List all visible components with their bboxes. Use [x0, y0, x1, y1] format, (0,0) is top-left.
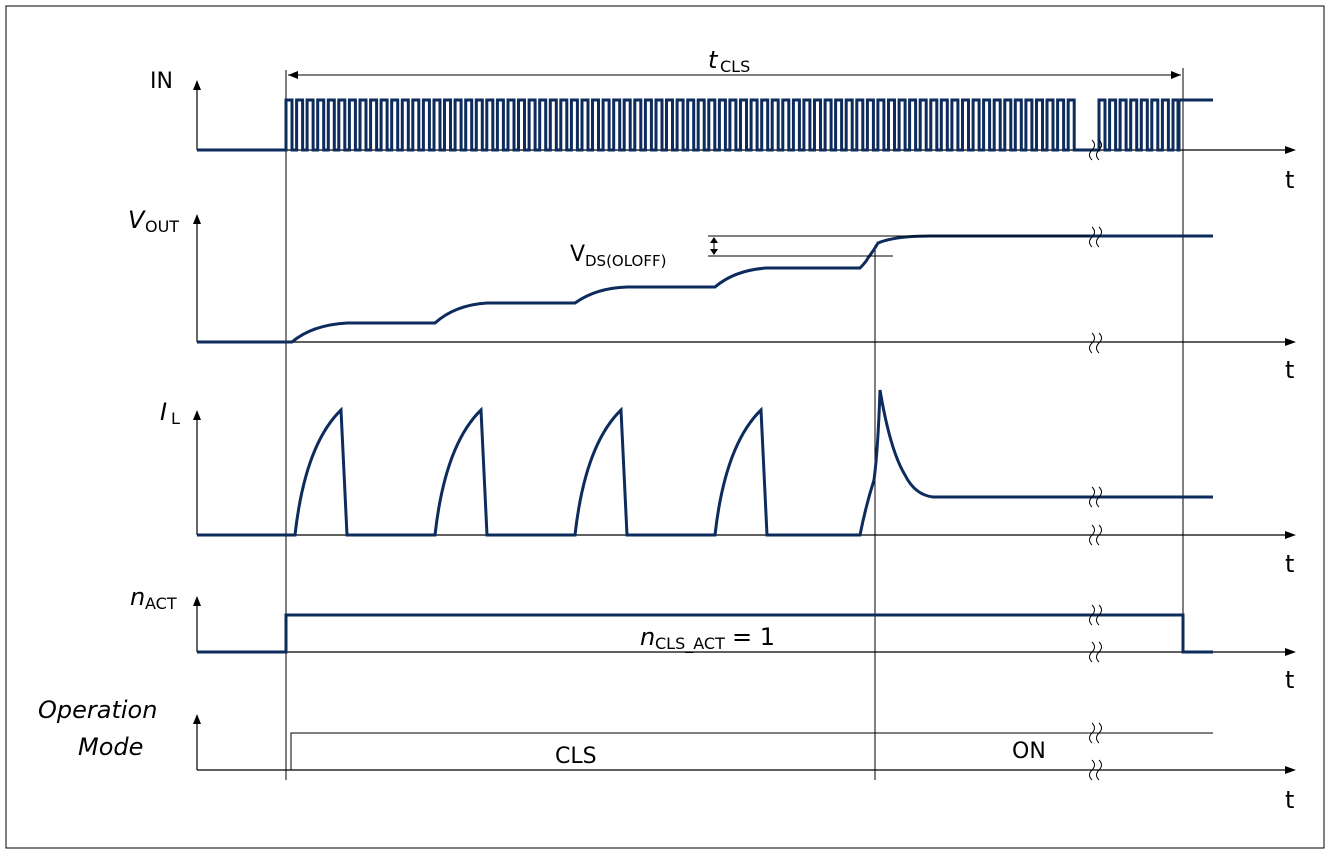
nact-label-sub: ACT — [145, 594, 177, 613]
arrow-icon — [288, 71, 298, 79]
arrow-icon — [1285, 338, 1296, 346]
diagram-frame — [5, 5, 1325, 849]
arrow-icon — [1285, 766, 1296, 774]
nact-signal-waveform — [197, 613, 1213, 654]
axis-break-icon — [1089, 486, 1102, 546]
vds-oloff-annotation: V DS(OLOFF) — [570, 235, 1090, 270]
ncls-label: n — [640, 623, 655, 651]
tcls-dimension: t CLS — [288, 46, 1181, 79]
opmode-time-label: t — [1285, 786, 1294, 814]
nact-label: n — [130, 583, 145, 611]
in-time-label: t — [1285, 166, 1294, 194]
axis-break-icon — [1089, 139, 1102, 161]
mode-cls-label: CLS — [555, 744, 597, 769]
vds-label: V — [570, 242, 585, 267]
tcls-label-sub: CLS — [720, 57, 750, 76]
vout-label-sub: OUT — [145, 217, 179, 236]
row-nact: n ACT t n CLS_ACT = 1 — [130, 583, 1296, 694]
il-label: I — [160, 398, 167, 426]
axis-break-icon — [1089, 722, 1102, 781]
arrow-icon — [1171, 71, 1181, 79]
vout-label: V — [128, 206, 146, 234]
arrow-icon — [710, 249, 718, 255]
row-operation-mode: Operation Mode t CLS ON — [38, 696, 1296, 814]
arrow-icon — [193, 214, 201, 224]
nact-time-label: t — [1285, 666, 1294, 694]
il-label-sub: L — [171, 409, 180, 428]
opmode-label-line1: Operation — [38, 696, 157, 724]
arrow-icon — [1285, 648, 1296, 656]
opmode-label-line2: Mode — [78, 733, 143, 761]
arrow-icon — [193, 410, 201, 420]
ncls-act-annotation: n CLS_ACT = 1 — [640, 623, 775, 654]
opmode-cls-box — [290, 732, 876, 770]
vout-signal-waveform — [197, 234, 1213, 344]
arrow-icon — [1285, 531, 1296, 539]
in-signal-waveform — [197, 98, 1213, 152]
axis-break-icon — [1089, 604, 1102, 663]
row-in: IN t — [150, 69, 1296, 194]
in-label: IN — [150, 69, 173, 94]
il-signal-waveform — [197, 389, 1213, 537]
mode-on-label: ON — [1012, 739, 1046, 764]
arrow-icon — [193, 714, 201, 724]
vout-time-label: t — [1285, 356, 1294, 384]
row-vout: V OUT t V DS(OLOFF) — [128, 206, 1296, 384]
vds-label-sub: DS(OLOFF) — [585, 252, 666, 270]
ncls-label-suffix: = 1 — [732, 623, 775, 651]
row-il: I L t — [160, 389, 1296, 578]
il-time-label: t — [1285, 550, 1294, 578]
arrow-icon — [710, 237, 718, 243]
axis-break-icon — [1089, 226, 1102, 354]
ncls-label-sub: CLS_ACT — [655, 634, 725, 654]
arrow-icon — [1285, 146, 1296, 154]
tcls-label: t — [708, 46, 719, 74]
arrow-icon — [193, 80, 201, 90]
arrow-icon — [193, 596, 201, 606]
